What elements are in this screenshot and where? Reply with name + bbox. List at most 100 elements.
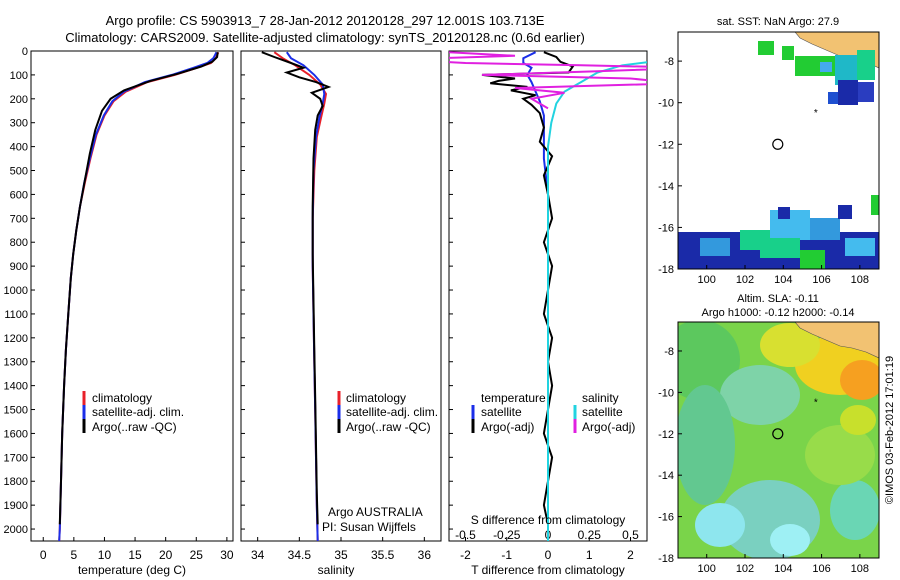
argo-location-marker	[772, 428, 784, 440]
sst-cell	[871, 195, 879, 215]
map-x-tick-label: 100	[698, 563, 716, 575]
map-x-tick-label: 104	[774, 563, 792, 575]
sst-cell	[838, 205, 852, 219]
series-line-t-argo-adj-	[481, 51, 575, 525]
map-x-tick-label: 108	[851, 563, 869, 575]
sst-map-markers: *	[772, 108, 818, 150]
sla-map-ticks: -8 -10 -12 -14 -16 -18 100 102 104 106 108	[658, 346, 869, 575]
legend-label-climatology: climatology	[92, 391, 152, 405]
depth-tick-label: 100	[10, 70, 28, 82]
depth-tick-label: 1000	[4, 285, 28, 297]
top-x-tick-label: 0.25	[578, 528, 602, 542]
sst-cell	[835, 55, 857, 85]
depth-tick-label: 0	[22, 46, 28, 58]
map-y-tick-label: -18	[658, 264, 674, 276]
depth-tick-label: 1200	[4, 333, 28, 345]
sla-blob	[770, 524, 810, 556]
legend-label-argo: Argo(..raw -QC)	[92, 420, 177, 434]
legend-label-argo: Argo(..raw -QC)	[346, 420, 431, 434]
salinity-x-ticks: 34 34.5 35 35.5 36	[251, 537, 431, 562]
sst-cell	[838, 80, 858, 105]
legend-label-climatology: climatology	[346, 391, 406, 405]
sla-map-frame	[677, 321, 880, 559]
depth-tick-label: 500	[10, 166, 28, 178]
x-tick-label: 34.5	[288, 548, 312, 562]
x-tick-label: -2	[460, 548, 471, 562]
sla-blob	[840, 405, 876, 435]
difference-top-x-ticks: -0.5 -0.25 0 0.25 0.5	[455, 528, 639, 542]
series-line-satellite-adj-clim-	[58, 51, 218, 541]
legend-label-s-satellite: satellite	[582, 405, 623, 419]
salinity-panel: 34 34.5 35 35.5 36 salinity climatology sate…	[240, 50, 442, 577]
sst-cell	[845, 238, 875, 256]
sst-cell	[857, 50, 875, 80]
temperature-panel: 0 5 10 15 20 25 30 temperature (deg C) climato…	[30, 50, 234, 577]
map-y-tick-label: -10	[658, 387, 674, 399]
temperature-x-label: temperature (deg C)	[78, 563, 186, 577]
float-group-label: Argo AUSTRALIA	[328, 505, 423, 519]
depth-tick-label: 900	[10, 261, 28, 273]
credit-text: ©IMOS 03-Feb-2012 17:01:19	[884, 355, 896, 505]
depth-tick-label: 1800	[4, 476, 28, 488]
series-line-argo-raw-qc-	[58, 52, 219, 525]
map-x-tick-label: 108	[851, 274, 869, 286]
map-y-tick-label: -14	[658, 470, 674, 482]
sst-cell	[782, 46, 794, 60]
sst-cell	[858, 82, 874, 102]
temperature-frame	[30, 50, 234, 542]
salinity-legend: climatology satellite-adj. clim. Argo(..…	[337, 391, 438, 434]
pi-label: PI: Susan Wijffels	[322, 520, 416, 534]
figure-title-line-1: Argo profile: CS 5903913_7 28-Jan-2012 2…	[105, 13, 545, 28]
legend-label-t-argo: Argo(-adj)	[481, 420, 534, 434]
x-tick-label: 30	[220, 548, 234, 562]
sst-cell	[800, 250, 825, 269]
depth-axis: 0 100 200 300 400 500 600 700 800 900 1000 1100 1200…	[4, 46, 453, 536]
previous-profile-marker: *	[814, 398, 818, 409]
map-y-tick-label: -18	[658, 553, 674, 565]
sst-map: sat. SST: NaN Argo: 27.9	[658, 16, 880, 286]
legend-label-satellite: satellite-adj. clim.	[346, 405, 438, 419]
legend-label-t-satellite: satellite	[481, 405, 522, 419]
depth-tick-label: 600	[10, 189, 28, 201]
map-x-tick-label: 102	[736, 563, 754, 575]
sla-blob	[678, 385, 735, 505]
salinity-frame	[240, 50, 442, 542]
depth-tick-label: 1300	[4, 357, 28, 369]
sla-blob	[830, 480, 879, 540]
series-line-s-argo-adj-	[449, 51, 647, 110]
x-tick-label: 2	[627, 548, 634, 562]
x-tick-label: 25	[190, 548, 204, 562]
x-tick-label: 34	[251, 548, 265, 562]
depth-tick-label: 200	[10, 94, 28, 106]
sst-cell	[760, 238, 800, 258]
map-y-tick-label: -12	[658, 139, 674, 151]
sst-map-title: sat. SST: NaN Argo: 27.9	[717, 16, 839, 28]
sst-map-frame	[677, 31, 880, 270]
legend-label-satellite: satellite-adj. clim.	[92, 405, 184, 419]
depth-tick-label: 1100	[4, 309, 28, 321]
difference-top-x-label: S difference from climatology	[471, 513, 626, 527]
credit-stamp: ©IMOS 03-Feb-2012 17:01:19	[880, 300, 900, 560]
salinity-lines	[261, 51, 332, 541]
series-line-argo-raw-qc-	[261, 51, 332, 525]
x-tick-label: 15	[128, 548, 142, 562]
sla-map-title-1: Altim. SLA: -0.11	[737, 293, 819, 305]
map-y-tick-label: -16	[658, 512, 674, 524]
legend-header-temperature: temperature	[481, 391, 546, 405]
series-line-climatology	[58, 51, 220, 541]
map-x-tick-label: 100	[698, 274, 716, 286]
map-y-tick-label: -16	[658, 222, 674, 234]
sst-map-ticks: -8 -10 -12 -14 -16 -18 100 102 104 106 108	[658, 56, 869, 286]
depth-tick-label: 400	[10, 142, 28, 154]
depth-tick-label: 1600	[4, 428, 28, 440]
legend-label-s-argo: Argo(-adj)	[582, 420, 635, 434]
map-y-tick-label: -8	[664, 56, 674, 68]
map-y-tick-label: -14	[658, 181, 674, 193]
map-y-tick-label: -12	[658, 429, 674, 441]
sla-blob	[805, 425, 875, 485]
sst-cell	[758, 41, 774, 55]
map-x-tick-label: 106	[812, 563, 830, 575]
argo-location-marker	[772, 138, 784, 150]
